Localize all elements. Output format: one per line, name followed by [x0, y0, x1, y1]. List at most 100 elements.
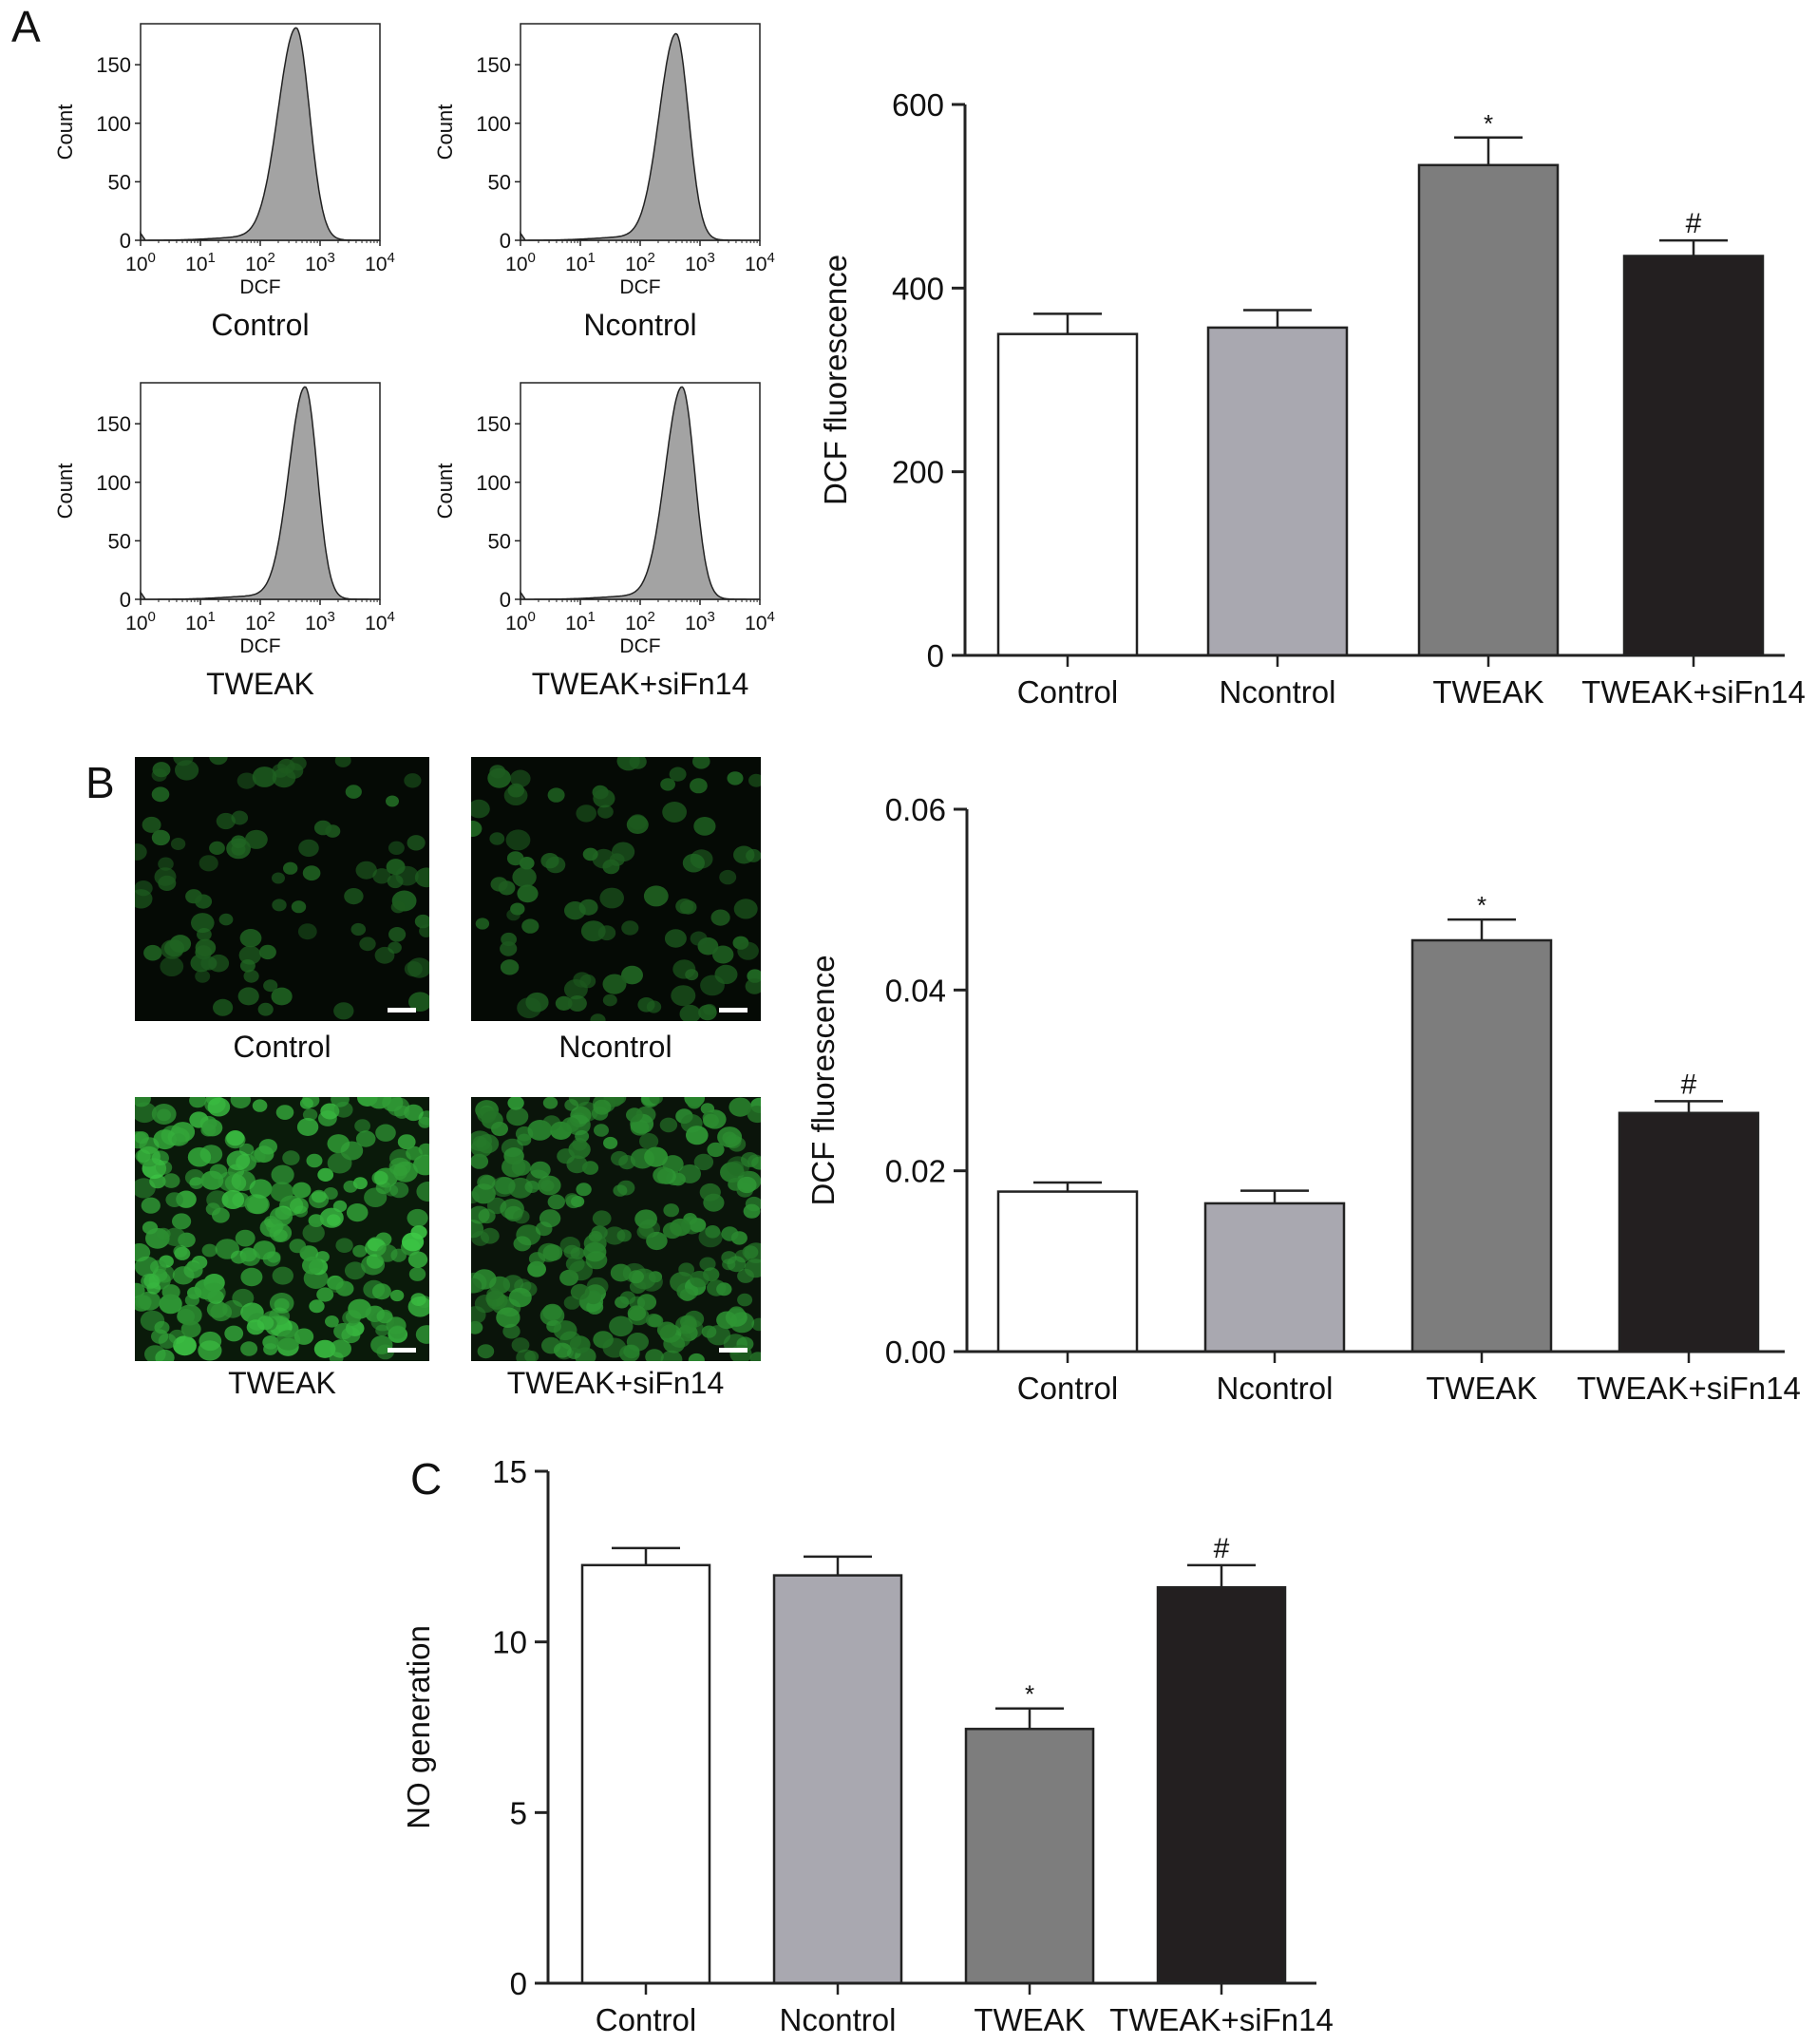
- micrograph-cell: [698, 1004, 717, 1021]
- micrograph-cell: [171, 1133, 186, 1145]
- histogram-y-tick-label: 100: [96, 471, 131, 495]
- histogram-y-label: Count: [433, 104, 457, 161]
- micrograph-cell: [174, 1246, 191, 1260]
- micrograph-cell: [553, 1342, 572, 1358]
- micrograph-cell: [352, 1177, 368, 1190]
- micrograph-cell: [275, 1330, 301, 1351]
- y-tick-label: 200: [892, 455, 944, 490]
- micrograph-cell: [151, 768, 167, 782]
- micrograph-cell: [345, 785, 362, 799]
- histogram-x-tick-label: 104: [365, 250, 395, 275]
- micrograph-cell: [628, 1270, 644, 1284]
- micrograph-cell: [582, 847, 598, 861]
- micrograph-cell: [372, 868, 391, 884]
- micrograph-cell: [663, 1334, 686, 1353]
- micrograph-cell: [500, 959, 520, 975]
- micrograph-cell: [539, 1209, 561, 1228]
- x-tick-label: TWEAK+siFn14: [1577, 1371, 1801, 1406]
- micrograph-tweak-cells: [135, 1097, 429, 1361]
- histogram-y-tick-label: 0: [120, 588, 131, 612]
- micrograph-cell: [594, 1124, 609, 1137]
- micrograph-cell: [597, 804, 614, 819]
- micrograph-cell: [172, 1213, 192, 1230]
- micrograph-cell: [415, 1325, 429, 1344]
- micrograph-cell: [553, 1320, 577, 1341]
- micrograph-cell: [615, 1296, 630, 1309]
- micrograph-cell: [224, 1325, 244, 1342]
- micrograph-cell: [376, 1309, 393, 1324]
- micrograph-cell: [507, 1097, 524, 1110]
- micrograph-cell: [170, 838, 186, 850]
- micrograph-cell: [687, 1097, 702, 1109]
- histogram-x-tick-label: 103: [305, 250, 335, 275]
- micrograph-cell: [153, 1129, 177, 1150]
- micrograph-cell: [283, 861, 298, 875]
- micrograph-cell: [344, 1261, 366, 1280]
- micrograph-cell: [710, 909, 730, 926]
- micrograph-cell: [135, 1149, 151, 1163]
- micrograph-cell: [333, 1002, 354, 1020]
- micrograph-cell: [201, 1243, 218, 1258]
- histogram-x-tick-label: 102: [625, 609, 655, 634]
- micrograph-cell: [189, 1097, 207, 1108]
- micrograph-cell: [524, 1181, 539, 1193]
- x-tick-label: Ncontrol: [780, 2002, 897, 2037]
- micrograph-cell: [272, 1266, 293, 1285]
- micrograph-cell: [678, 1262, 694, 1277]
- micrograph-cell: [748, 773, 761, 787]
- micrograph-cell: [626, 815, 649, 834]
- histogram-y-tick-label: 100: [476, 112, 511, 136]
- histogram-y-label: Count: [53, 104, 77, 161]
- micrograph-cell: [154, 867, 177, 886]
- histogram-x-tick-label: 104: [365, 609, 395, 634]
- histogram-x-label: DCF: [619, 276, 660, 298]
- micrograph-cell: [733, 899, 758, 919]
- micrograph-cell: [364, 1187, 388, 1207]
- micrograph-cell: [660, 778, 675, 791]
- micrograph-cell: [240, 1341, 258, 1356]
- micrograph-cell: [690, 931, 708, 946]
- y-axis-label: NO generation: [401, 1625, 436, 1829]
- histogram-frame: [520, 23, 761, 241]
- micrograph-cell: [663, 1203, 679, 1218]
- micrograph-cell: [612, 842, 635, 862]
- micrograph-cell: [679, 1004, 701, 1021]
- micrograph-cell: [135, 1131, 148, 1149]
- x-tick-label: Control: [1017, 674, 1118, 710]
- micrograph-cell: [375, 1124, 396, 1142]
- y-tick-label: 15: [492, 1454, 527, 1489]
- histogram-y-tick-label: 0: [500, 229, 511, 253]
- micrograph-cell: [602, 1337, 627, 1358]
- micrograph-cell: [240, 1267, 263, 1287]
- micrograph-cell: [257, 1002, 274, 1016]
- micrograph-cell: [258, 944, 276, 960]
- micrograph-cell: [636, 1224, 654, 1240]
- micrograph-cell: [477, 1344, 495, 1359]
- micrograph-cell: [636, 1294, 657, 1311]
- micrograph-control-cells: [135, 757, 429, 1020]
- micrograph-cell: [404, 773, 422, 788]
- micrograph-cell: [690, 778, 708, 794]
- x-tick-label: TWEAK+siFn14: [1109, 2002, 1334, 2037]
- micrograph-cell: [355, 861, 377, 880]
- micrograph-cell: [746, 848, 761, 862]
- micrograph-cell: [662, 802, 687, 823]
- micrograph-cell: [637, 997, 655, 1013]
- micrograph-cell: [293, 1328, 314, 1345]
- micrograph-cell: [319, 1207, 344, 1228]
- bar-control: [580, 1563, 711, 1985]
- micrograph-cell: [588, 1230, 602, 1242]
- micrograph-cell: [729, 1312, 755, 1334]
- micrograph-cell: [692, 757, 710, 769]
- micrograph-cell: [397, 1134, 416, 1150]
- micrograph-cell: [471, 1205, 490, 1224]
- bar-tweak-sifn14: [1622, 255, 1765, 657]
- micrograph-cell: [477, 1107, 497, 1124]
- significance-marker: #: [1214, 1533, 1230, 1564]
- micrograph-cell: [158, 1333, 177, 1349]
- micrograph-cell: [207, 1097, 231, 1117]
- micrograph-cell: [538, 1175, 561, 1196]
- y-tick-label: 0: [927, 638, 944, 673]
- micrograph-cell: [603, 1136, 618, 1149]
- micrograph-cell: [239, 959, 256, 973]
